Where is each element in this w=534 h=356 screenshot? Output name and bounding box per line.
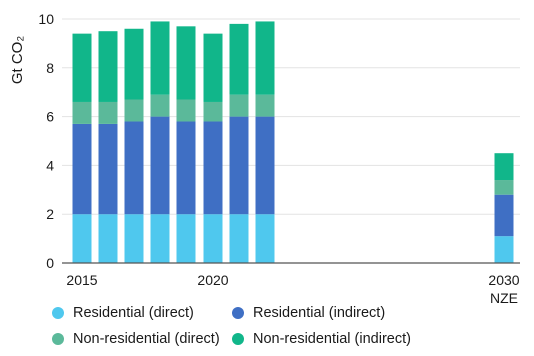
legend: Residential (direct) Residential (indire… [52,300,532,352]
y-tick-labels: 0 2 4 6 8 10 [38,11,54,271]
legend-item-nonresidential-direct: Non-residential (direct) [52,331,232,347]
bar-segment-2016-series-0 [98,214,118,263]
x-tick-labels: 2015 2020 2030 NZE [66,272,519,306]
bar-segment-2018-series-1 [150,116,170,215]
legend-swatch-residential-indirect [232,307,244,319]
bar-segment-2018-series-2 [150,94,170,117]
x-tick-label: 2030 NZE [488,272,519,306]
bar-segment-2020-series-0 [203,214,223,263]
legend-item-residential-direct: Residential (direct) [52,305,232,321]
bar-segment-2022-series-0 [255,214,275,263]
legend-swatch-residential-direct [52,307,64,319]
y-axis-title: Gt CO₂ [9,36,26,85]
bar-segment-2019-series-2 [176,99,196,122]
legend-label-nonresidential-direct: Non-residential (direct) [73,331,220,347]
bars-layer [72,21,514,263]
legend-swatch-nonresidential-indirect [232,333,244,345]
legend-row-2: Non-residential (direct) Non-residential… [52,326,532,352]
bar-segment-2017-series-1 [124,121,144,215]
bar-segment-2030-nze-series-1 [494,194,514,237]
legend-label-nonresidential-indirect: Non-residential (indirect) [253,331,411,347]
bar-segment-2020-series-3 [203,33,223,102]
y-tick-label: 10 [38,11,54,27]
bar-segment-2016-series-3 [98,31,118,102]
bar-segment-2017-series-2 [124,99,144,122]
bar-segment-2017-series-0 [124,214,144,263]
bar-segment-2015-series-2 [72,101,92,124]
y-tick-label: 2 [46,206,54,222]
bar-segment-2022-series-2 [255,94,275,117]
y-tick-label: 8 [46,60,54,76]
bar-segment-2030-nze-series-2 [494,180,514,195]
legend-swatch-nonresidential-direct [52,333,64,345]
x-tick-label-line: 2015 [66,272,97,288]
x-tick-label: 2015 [66,272,97,288]
bar-segment-2015-series-3 [72,33,92,102]
legend-label-residential-direct: Residential (direct) [73,305,194,321]
bar-segment-2022-series-3 [255,21,275,95]
bar-segment-2030-nze-series-3 [494,153,514,181]
x-tick-label-line: NZE [490,290,518,306]
x-tick-label: 2020 [197,272,228,288]
y-tick-label: 0 [46,255,54,271]
bar-segment-2019-series-3 [176,26,196,100]
bar-segment-2017-series-3 [124,28,144,100]
bar-segment-2018-series-3 [150,21,170,95]
bar-segment-2019-series-0 [176,214,196,263]
bar-segment-2021-series-3 [229,23,249,95]
bar-segment-2021-series-0 [229,214,249,263]
y-tick-label: 6 [46,109,54,125]
legend-label-residential-indirect: Residential (indirect) [253,305,386,321]
x-tick-label-line: 2030 [488,272,519,288]
bar-segment-2015-series-1 [72,123,92,215]
bar-segment-2030-nze-series-0 [494,236,514,263]
bar-segment-2020-series-2 [203,101,223,122]
bar-segment-2016-series-2 [98,101,118,124]
bar-segment-2019-series-1 [176,121,196,215]
legend-item-nonresidential-indirect: Non-residential (indirect) [232,331,411,347]
legend-row-1: Residential (direct) Residential (indire… [52,300,532,326]
bar-segment-2022-series-1 [255,116,275,215]
legend-item-residential-indirect: Residential (indirect) [232,305,385,321]
bar-segment-2018-series-0 [150,214,170,263]
bar-segment-2015-series-0 [72,214,92,263]
bar-segment-2021-series-1 [229,116,249,215]
bar-segment-2020-series-1 [203,121,223,215]
x-tick-label-line: 2020 [197,272,228,288]
bar-segment-2016-series-1 [98,123,118,215]
y-tick-label: 4 [46,157,54,173]
bar-segment-2021-series-2 [229,94,249,117]
